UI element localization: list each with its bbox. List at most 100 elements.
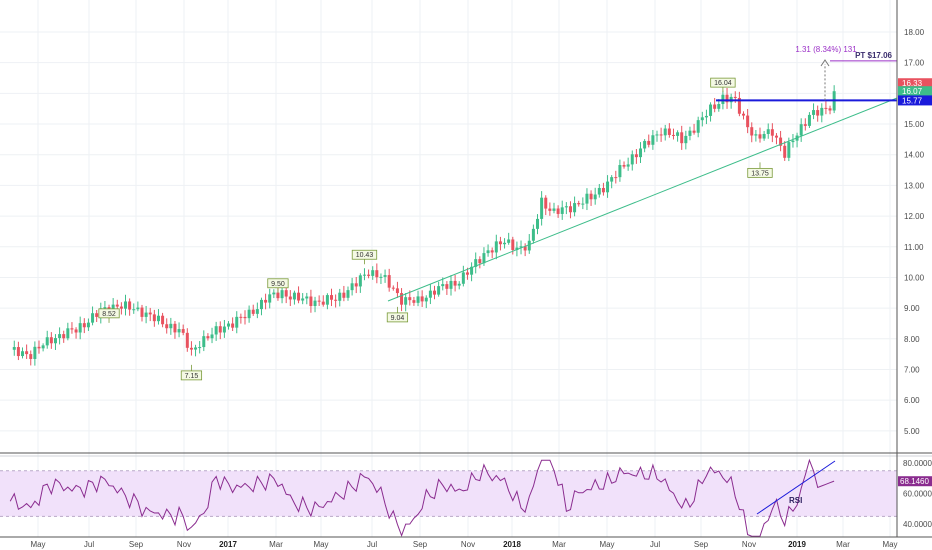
candle-body xyxy=(227,323,231,327)
candle xyxy=(799,118,803,142)
candle xyxy=(774,133,778,145)
candle-body xyxy=(222,326,226,333)
candle-body xyxy=(309,296,313,307)
time-tick: Jul xyxy=(367,540,377,549)
candle xyxy=(828,105,832,115)
candle xyxy=(362,268,366,281)
candle-body xyxy=(746,115,750,128)
rsi-tick: 80.0000 xyxy=(903,459,932,468)
candle-body xyxy=(774,135,778,138)
candle-body xyxy=(354,283,358,287)
candle xyxy=(346,286,350,301)
candle xyxy=(325,293,329,310)
candle xyxy=(651,129,655,150)
candle xyxy=(330,288,334,307)
candle-body xyxy=(647,140,651,145)
candle-body xyxy=(540,197,544,219)
candle-body xyxy=(387,275,391,288)
candle-body xyxy=(783,145,787,158)
candle-body xyxy=(383,275,387,277)
candle xyxy=(704,109,708,125)
candle-body xyxy=(301,298,305,301)
candle xyxy=(144,305,148,324)
grid-lines xyxy=(0,0,897,537)
candle xyxy=(639,142,643,163)
candle xyxy=(515,241,519,257)
price-tick: 9.00 xyxy=(904,304,920,313)
candle xyxy=(655,130,659,142)
candle xyxy=(309,289,313,313)
candle-body xyxy=(428,290,432,298)
candle-body xyxy=(433,290,437,295)
peak-label-text: 10.43 xyxy=(356,252,374,259)
candle-body xyxy=(560,207,564,214)
candle xyxy=(696,116,700,138)
candle-body xyxy=(527,240,531,251)
candle-body xyxy=(292,292,296,300)
candle xyxy=(597,183,601,198)
candle-body xyxy=(185,332,189,348)
candle-body xyxy=(626,164,630,167)
candle-body xyxy=(659,134,663,136)
candle-body xyxy=(247,309,251,319)
candle-body xyxy=(552,208,556,211)
candle-body xyxy=(515,247,519,250)
time-tick: May xyxy=(30,540,45,549)
candle-body xyxy=(610,177,614,182)
candle xyxy=(568,201,572,219)
candle-body xyxy=(531,228,535,241)
price-target-label: PT $17.06 xyxy=(855,51,892,60)
candle-body xyxy=(688,130,692,136)
candle xyxy=(33,341,37,366)
peak-label: 10.43 xyxy=(351,249,378,265)
candle-body xyxy=(770,129,774,136)
candle-body xyxy=(585,193,589,204)
candle xyxy=(62,330,66,343)
candle xyxy=(202,330,206,352)
candle xyxy=(540,191,544,226)
candle-body xyxy=(597,187,601,195)
candle-body xyxy=(437,286,441,295)
candle-body xyxy=(680,132,684,144)
candle xyxy=(165,318,169,334)
candle xyxy=(222,319,226,338)
projection-label: 1.31 (8.34%) 131 xyxy=(795,45,857,54)
candle-body xyxy=(284,290,288,297)
candle xyxy=(585,188,589,211)
candle-body xyxy=(478,259,482,264)
candle-body xyxy=(461,272,465,284)
price-tick: 6.00 xyxy=(904,396,920,405)
peak-label-box xyxy=(386,312,409,323)
candle xyxy=(132,303,136,314)
candle xyxy=(659,127,663,142)
candle xyxy=(577,200,581,207)
candle-body xyxy=(424,297,428,302)
candle-body xyxy=(589,193,593,200)
peak-label-text: 9.50 xyxy=(271,281,285,288)
candle xyxy=(610,175,614,189)
candle xyxy=(338,288,342,307)
time-tick: May xyxy=(313,540,328,549)
rsi-axis: 40.0000 60.0000 80.0000 xyxy=(903,459,932,529)
candle xyxy=(754,129,758,142)
candle-body xyxy=(548,208,552,211)
candle-body xyxy=(62,334,66,339)
candle xyxy=(317,295,321,306)
candle-body xyxy=(156,315,160,322)
candle-body xyxy=(498,241,502,245)
candle-body xyxy=(25,351,29,355)
candle xyxy=(614,170,618,184)
candle-body xyxy=(255,309,259,314)
candle xyxy=(412,296,416,306)
time-tick: Nov xyxy=(461,540,475,549)
candle xyxy=(725,88,729,109)
candle xyxy=(292,290,296,305)
candle-body xyxy=(91,313,95,323)
candle xyxy=(404,293,408,312)
candle-body xyxy=(181,329,185,333)
candle-body xyxy=(737,97,741,114)
candle-body xyxy=(787,142,791,158)
candle xyxy=(647,134,651,148)
candle xyxy=(560,200,564,220)
candle xyxy=(82,318,86,334)
